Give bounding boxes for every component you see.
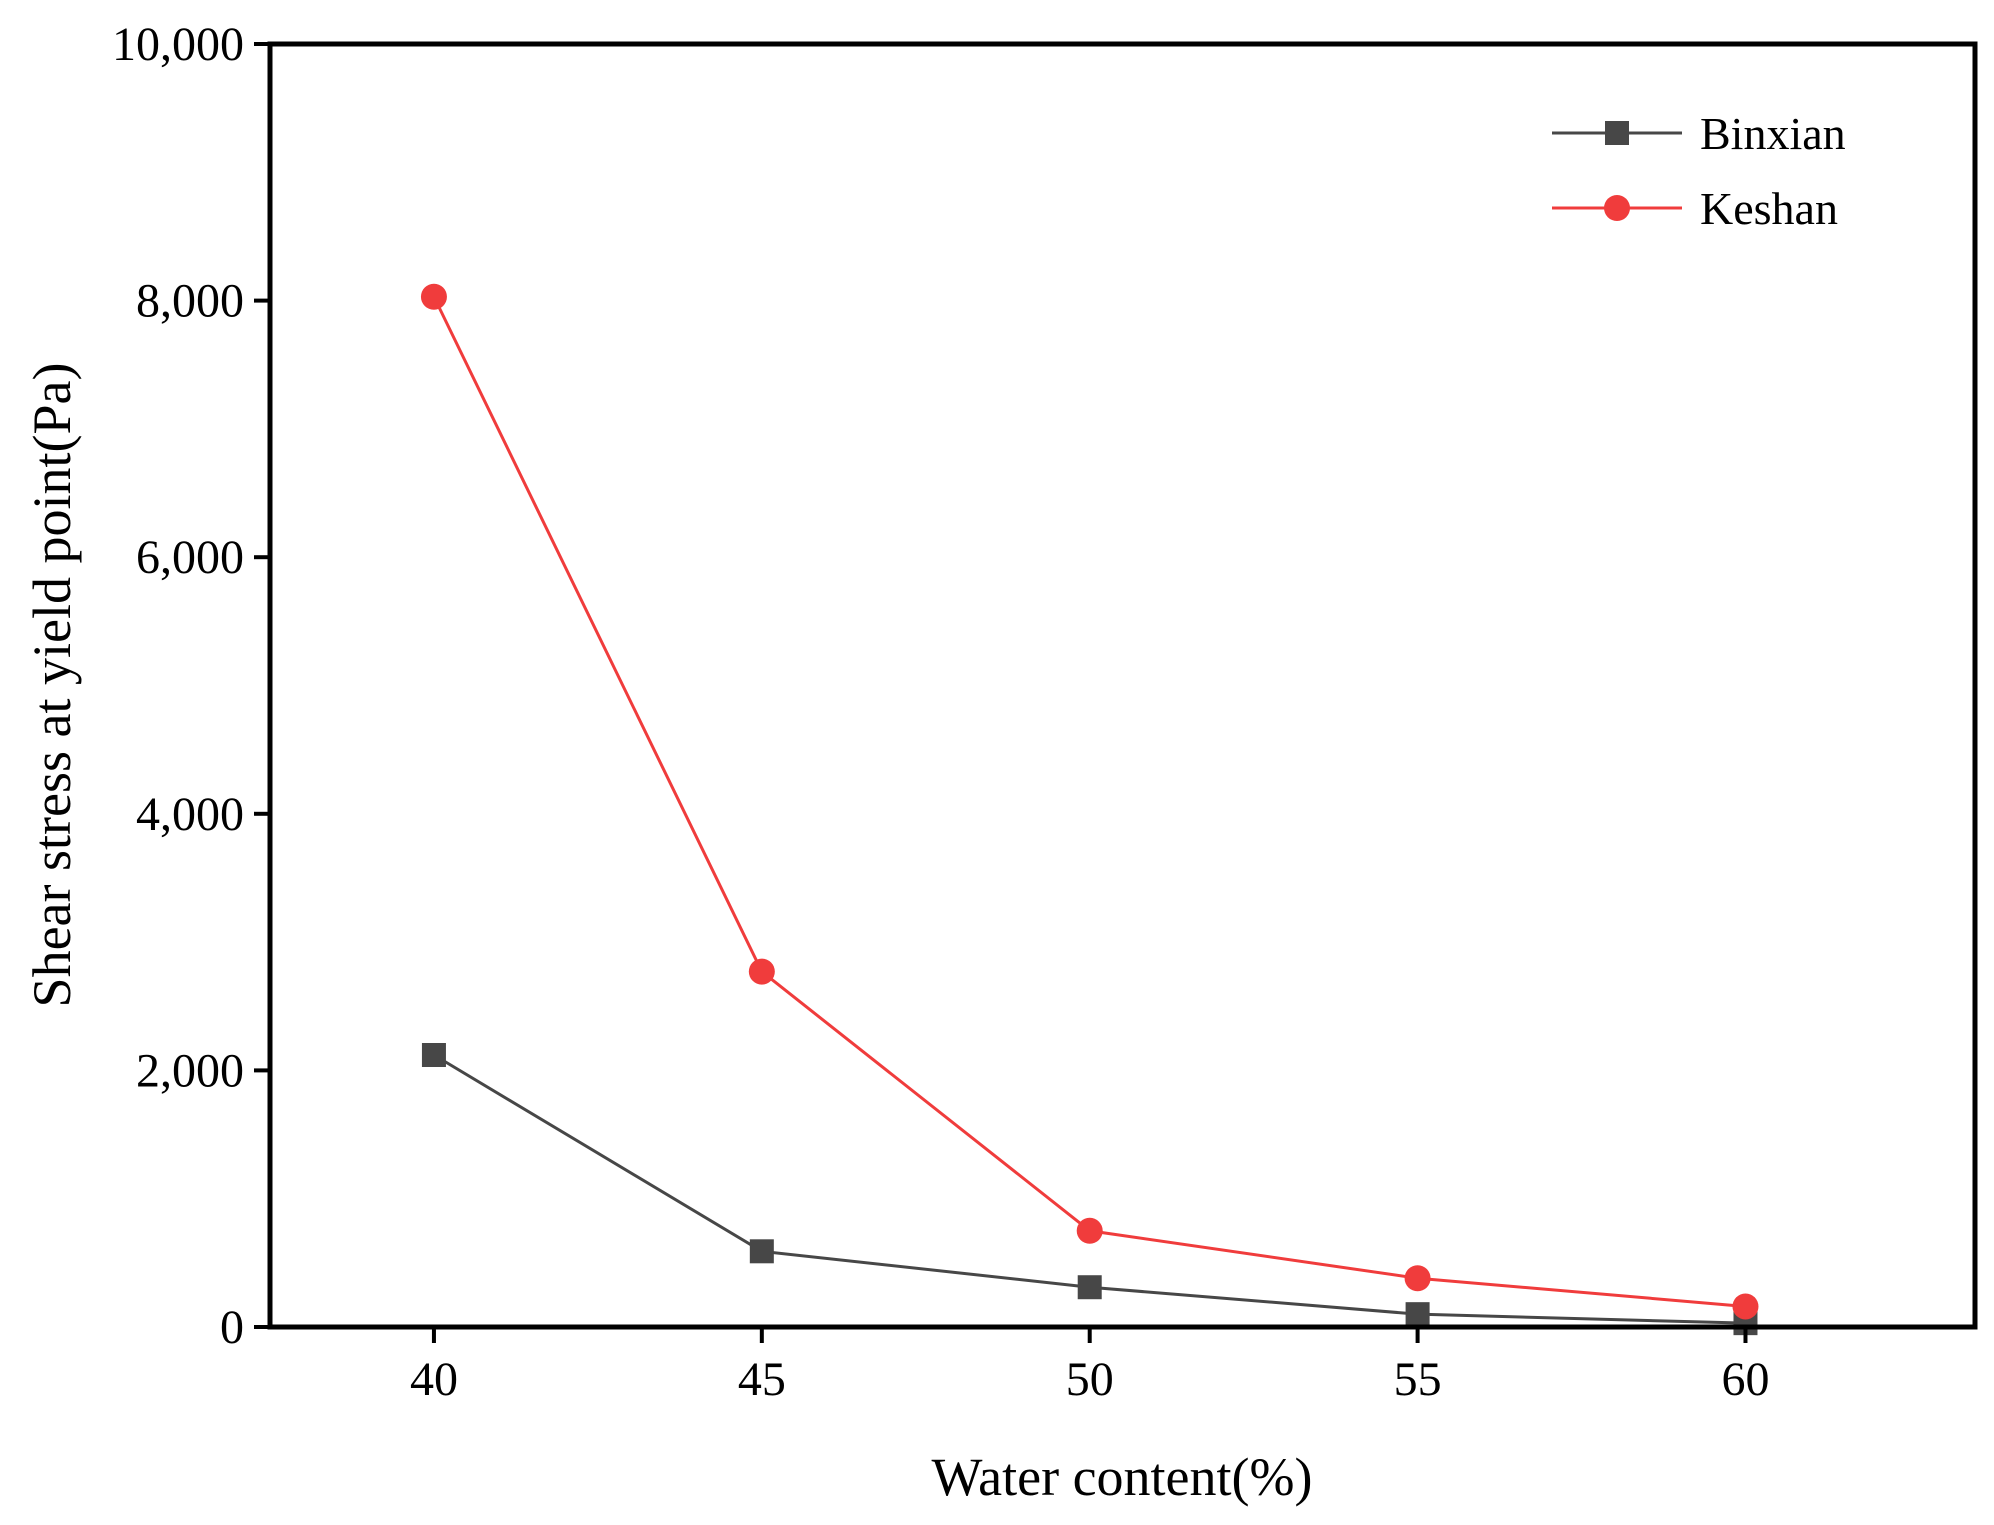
data-point-keshan (420, 283, 447, 310)
data-point-keshan (1076, 1217, 1103, 1244)
ticks: 40 45 50 55 60 0 2,000 4,000 6,000 8,000 10,000 (112, 18, 1769, 1406)
axes (267, 41, 1978, 1330)
x-tick-label: 40 (410, 1353, 458, 1406)
y-tick-label: 4,000 (136, 788, 244, 841)
x-tick-label: 55 (1394, 1353, 1442, 1406)
legend-marker-keshan (1604, 195, 1630, 221)
y-tick-label: 8,000 (136, 275, 244, 328)
legend: Binxian Keshan (1552, 108, 1846, 234)
data-point-binxian (1405, 1302, 1430, 1327)
data-point-keshan (748, 958, 775, 985)
x-tick-label: 50 (1066, 1353, 1114, 1406)
data-point-binxian (1077, 1275, 1102, 1300)
data-point-keshan (1404, 1265, 1431, 1292)
data-point-binxian (421, 1043, 446, 1068)
legend-label-keshan: Keshan (1700, 183, 1838, 234)
y-tick-label: 0 (220, 1301, 244, 1354)
legend-label-binxian: Binxian (1700, 108, 1846, 159)
x-tick-label: 45 (738, 1353, 786, 1406)
y-tick-label: 2,000 (136, 1044, 244, 1097)
legend-marker-binxian (1605, 121, 1629, 145)
x-axis-title: Water content(%) (932, 1447, 1313, 1507)
plot-frame (267, 41, 1978, 1330)
x-tick-label: 60 (1721, 1353, 1769, 1406)
y-tick-label: 6,000 (136, 531, 244, 584)
series-line-keshan (432, 296, 1746, 1308)
y-axis-title: Shear stress at yield point(Pa) (22, 363, 82, 1008)
data-point-keshan (1732, 1293, 1759, 1320)
plot-area (420, 283, 1759, 1336)
data-point-binxian (749, 1239, 774, 1264)
y-tick-label: 10,000 (112, 18, 244, 71)
